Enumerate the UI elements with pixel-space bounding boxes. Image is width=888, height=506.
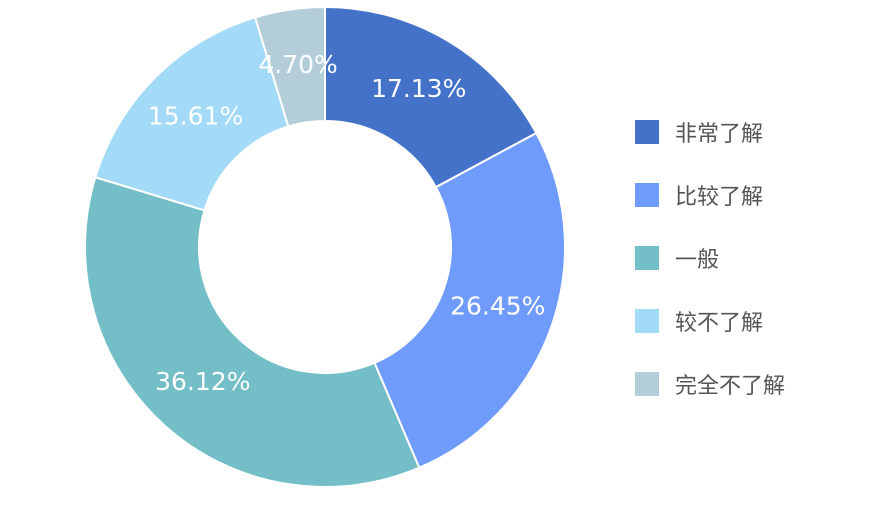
legend-label: 一般 bbox=[675, 247, 720, 273]
legend-item[interactable]: 非常了解 bbox=[635, 116, 785, 147]
donut-slice[interactable] bbox=[94, 16, 290, 212]
legend-label: 非常了解 bbox=[675, 121, 764, 147]
legend-item[interactable]: 比较了解 bbox=[635, 179, 785, 210]
legend-item[interactable]: 完全不了解 bbox=[635, 368, 785, 399]
legend-swatch bbox=[635, 245, 659, 270]
legend: 非常了解 比较了解 一般 较不了解 完全不了解 bbox=[635, 116, 785, 431]
legend-swatch bbox=[635, 371, 659, 396]
slice-value-label: 15.61% bbox=[148, 102, 243, 131]
slice-value-label: 4.70% bbox=[258, 50, 337, 79]
donut-slice[interactable] bbox=[253, 5, 326, 128]
legend-item[interactable]: 较不了解 bbox=[635, 305, 785, 336]
slice-value-label: 17.13% bbox=[371, 74, 466, 103]
slice-value-label: 36.12% bbox=[155, 367, 250, 396]
legend-swatch bbox=[635, 182, 659, 207]
legend-label: 较不了解 bbox=[675, 310, 764, 336]
legend-swatch bbox=[635, 308, 659, 333]
legend-label: 比较了解 bbox=[675, 184, 764, 210]
donut-slice[interactable] bbox=[324, 5, 538, 189]
donut-slice[interactable] bbox=[373, 131, 566, 470]
legend-item[interactable]: 一般 bbox=[635, 242, 785, 273]
slice-value-label: 26.45% bbox=[450, 291, 545, 320]
donut-slice[interactable] bbox=[84, 176, 421, 488]
legend-label: 完全不了解 bbox=[675, 373, 786, 399]
legend-swatch bbox=[635, 119, 659, 144]
